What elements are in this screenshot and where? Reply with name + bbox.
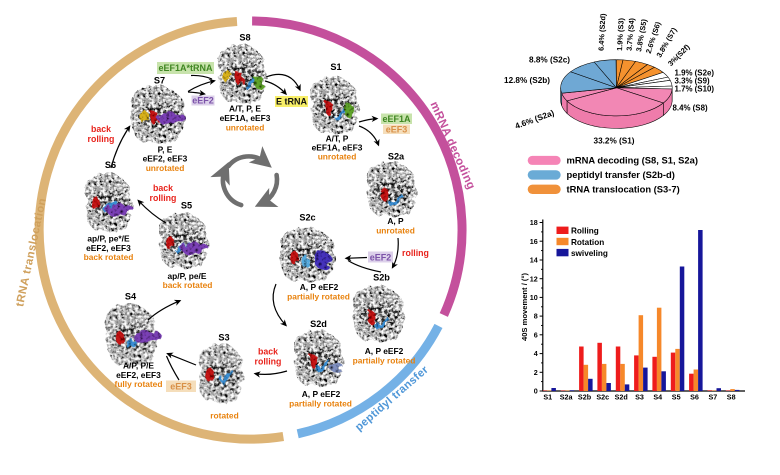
- svg-text:E tRNA: E tRNA: [276, 97, 307, 107]
- svg-text:eEF2: eEF2: [192, 96, 214, 106]
- svg-text:S1: S1: [543, 393, 552, 402]
- svg-text:S3: S3: [635, 393, 644, 402]
- svg-text:S4: S4: [653, 393, 662, 402]
- svg-text:unrotated: unrotated: [146, 163, 185, 173]
- svg-text:eEF2, eEF3: eEF2, eEF3: [116, 370, 161, 380]
- svg-text:S4: S4: [125, 291, 137, 301]
- svg-text:16: 16: [530, 237, 538, 246]
- svg-text:4: 4: [534, 349, 538, 358]
- svg-text:eEF1A, eEF3: eEF1A, eEF3: [312, 143, 363, 153]
- svg-text:partially rotated: partially rotated: [287, 292, 350, 302]
- svg-text:6.4% (S2d): 6.4% (S2d): [597, 13, 608, 51]
- svg-text:rolling: rolling: [150, 193, 177, 203]
- svg-text:33.2% (S1): 33.2% (S1): [594, 137, 635, 146]
- svg-text:40S movement / (°): 40S movement / (°): [520, 273, 529, 341]
- svg-text:S2b: S2b: [578, 393, 592, 402]
- svg-text:A, P: A, P: [387, 216, 404, 226]
- svg-text:S2b: S2b: [373, 273, 390, 283]
- svg-text:A/P, P/E: A/P, P/E: [123, 361, 154, 371]
- svg-text:S7: S7: [154, 76, 165, 86]
- svg-text:8.4% (S8): 8.4% (S8): [673, 103, 708, 112]
- svg-text:eEF2: eEF2: [370, 252, 392, 262]
- svg-text:12: 12: [530, 274, 538, 283]
- svg-text:eEF1A*tRNA: eEF1A*tRNA: [158, 63, 213, 73]
- svg-text:1.7% (S10): 1.7% (S10): [675, 85, 715, 94]
- svg-text:S2d: S2d: [615, 393, 628, 402]
- svg-text:S2a: S2a: [560, 393, 574, 402]
- svg-text:S6: S6: [690, 393, 699, 402]
- svg-text:Rotation: Rotation: [571, 238, 604, 247]
- svg-text:1.9% (S2e): 1.9% (S2e): [675, 68, 715, 77]
- svg-text:peptidyl transfer (S2b-d): peptidyl transfer (S2b-d): [567, 169, 675, 180]
- svg-text:0: 0: [534, 387, 538, 396]
- svg-text:rolling: rolling: [255, 357, 282, 367]
- svg-text:S2c: S2c: [596, 393, 609, 402]
- svg-text:rotated: rotated: [210, 411, 238, 421]
- svg-text:6: 6: [534, 330, 538, 339]
- svg-text:partially rotated: partially rotated: [353, 356, 416, 366]
- svg-text:S8: S8: [239, 33, 250, 43]
- svg-text:S1: S1: [330, 62, 341, 72]
- svg-text:S8: S8: [727, 393, 736, 402]
- svg-text:rolling: rolling: [402, 248, 429, 258]
- svg-text:3.7% (S4): 3.7% (S4): [625, 17, 637, 51]
- svg-text:A, P eEF2: A, P eEF2: [300, 282, 339, 292]
- svg-text:eEF2, eEF3: eEF2, eEF3: [86, 243, 131, 253]
- svg-text:S2d: S2d: [310, 319, 327, 329]
- svg-text:3.3% (S9): 3.3% (S9): [675, 77, 710, 86]
- svg-text:partially rotated: partially rotated: [289, 399, 352, 409]
- svg-text:1.9% (S3): 1.9% (S3): [615, 17, 626, 51]
- svg-text:ap/P, pe/E: ap/P, pe/E: [168, 271, 207, 281]
- svg-text:S2a: S2a: [388, 152, 405, 162]
- svg-text:S5: S5: [181, 200, 192, 210]
- svg-text:S6: S6: [105, 160, 116, 170]
- svg-text:eEF3: eEF3: [170, 382, 192, 392]
- svg-text:fully rotated: fully rotated: [115, 379, 163, 389]
- svg-text:unrotated: unrotated: [318, 152, 357, 162]
- svg-text:S2c: S2c: [299, 213, 315, 223]
- svg-text:8.8% (S2c): 8.8% (S2c): [529, 56, 570, 65]
- svg-text:18: 18: [530, 218, 538, 227]
- svg-text:12.8% (S2b): 12.8% (S2b): [504, 76, 550, 85]
- svg-text:swiveling: swiveling: [571, 249, 608, 258]
- svg-text:eEF3: eEF3: [386, 124, 408, 134]
- svg-text:unrotated: unrotated: [376, 226, 415, 236]
- svg-text:P, E: P, E: [158, 144, 173, 154]
- svg-text:A/T, P: A/T, P: [326, 134, 349, 144]
- svg-text:A, P eEF2: A, P eEF2: [365, 346, 404, 356]
- svg-text:ap/P, pe*/E: ap/P, pe*/E: [87, 233, 130, 243]
- svg-text:A, P eEF2: A, P eEF2: [302, 389, 341, 399]
- svg-text:back rotated: back rotated: [84, 252, 134, 262]
- svg-text:S7: S7: [709, 393, 718, 402]
- svg-text:rolling: rolling: [88, 134, 115, 144]
- svg-text:unrotated: unrotated: [226, 122, 265, 132]
- svg-text:back: back: [91, 124, 111, 134]
- svg-text:back rotated: back rotated: [163, 280, 213, 290]
- svg-text:10: 10: [530, 293, 538, 302]
- svg-text:S3: S3: [218, 333, 229, 343]
- svg-text:8: 8: [534, 312, 538, 321]
- svg-text:back: back: [258, 347, 278, 357]
- svg-text:A/T, P, E: A/T, P, E: [229, 104, 261, 114]
- svg-text:eEF1A: eEF1A: [382, 114, 411, 124]
- svg-text:Rolling: Rolling: [571, 227, 599, 236]
- svg-text:back: back: [153, 183, 173, 193]
- svg-text:mRNA decoding (S8, S1, S2a): mRNA decoding (S8, S1, S2a): [567, 155, 698, 166]
- svg-text:eEF1A, eEF3: eEF1A, eEF3: [220, 113, 271, 123]
- svg-text:eEF2, eEF3: eEF2, eEF3: [143, 154, 188, 164]
- svg-text:tRNA translocation (S3-7): tRNA translocation (S3-7): [567, 184, 680, 195]
- svg-text:2: 2: [534, 368, 538, 377]
- svg-text:14: 14: [530, 256, 538, 265]
- svg-text:S5: S5: [672, 393, 681, 402]
